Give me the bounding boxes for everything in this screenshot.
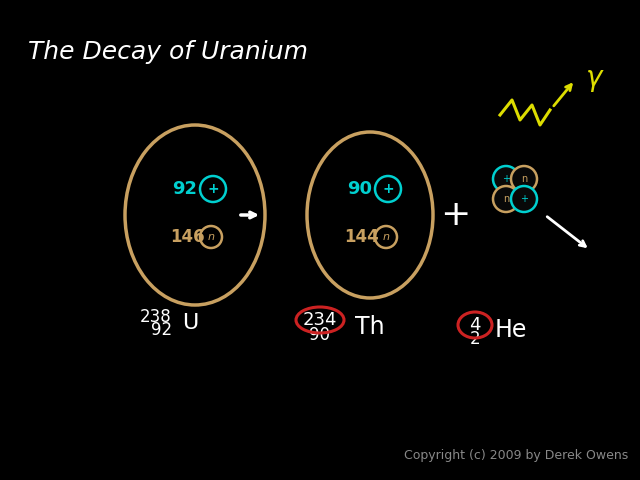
Text: Th: Th <box>355 315 385 339</box>
Text: The Decay of Uranium: The Decay of Uranium <box>28 40 308 64</box>
Text: Copyright (c) 2009 by Derek Owens: Copyright (c) 2009 by Derek Owens <box>404 449 628 462</box>
Text: $\gamma$: $\gamma$ <box>585 66 605 94</box>
Text: n: n <box>207 232 214 242</box>
Text: U: U <box>182 313 198 333</box>
Text: n: n <box>503 194 509 204</box>
Circle shape <box>493 166 519 192</box>
Text: 4: 4 <box>469 316 481 334</box>
Text: 92: 92 <box>173 180 198 198</box>
Circle shape <box>493 186 519 212</box>
Text: 90: 90 <box>310 326 330 344</box>
Text: n: n <box>383 232 390 242</box>
Text: +: + <box>440 198 470 232</box>
Text: 146: 146 <box>170 228 204 246</box>
Text: 92: 92 <box>152 321 173 339</box>
Text: +: + <box>520 194 528 204</box>
Text: 238: 238 <box>140 308 172 326</box>
Text: He: He <box>495 318 527 342</box>
Text: 90: 90 <box>348 180 372 198</box>
Text: +: + <box>207 182 219 196</box>
Text: +: + <box>382 182 394 196</box>
Text: 234: 234 <box>303 311 337 329</box>
Text: +: + <box>502 174 510 184</box>
Circle shape <box>511 166 537 192</box>
Text: 144: 144 <box>344 228 380 246</box>
Text: 2: 2 <box>470 330 480 348</box>
Circle shape <box>511 186 537 212</box>
Text: n: n <box>521 174 527 184</box>
